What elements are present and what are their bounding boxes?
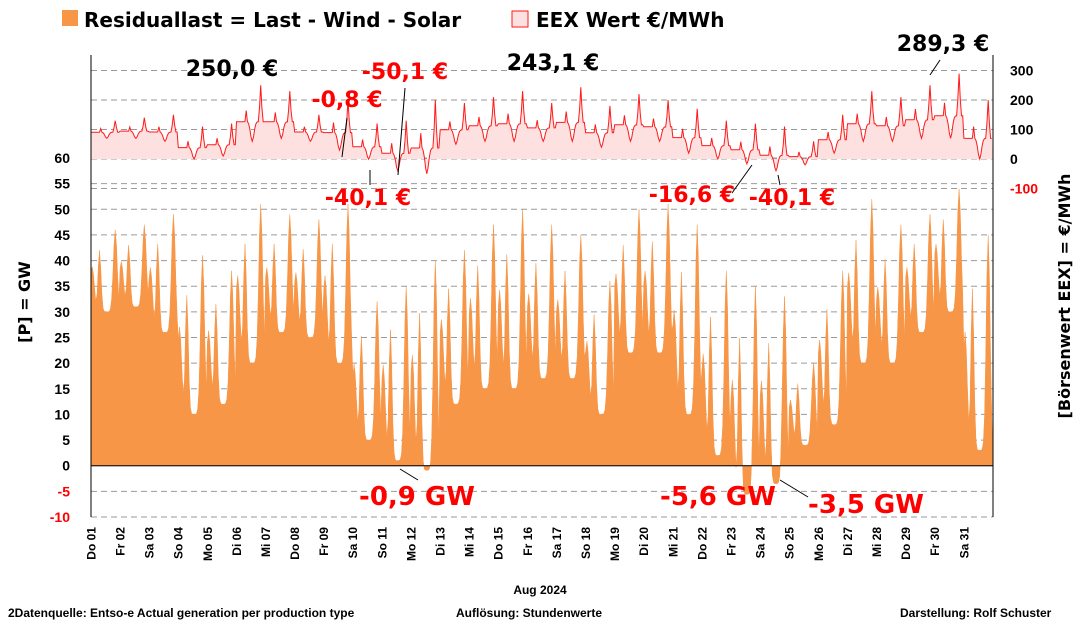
annotation-label: -0,8 € [311,88,382,113]
x-tick-label: Fr 23 [724,527,738,556]
left-axis-title: [P] = GW [15,261,34,343]
right-tick-label: -100 [1010,181,1038,197]
left-tick-label: -10 [50,509,70,525]
left-tick-label: 5 [62,432,70,448]
annotation-label: 243,1 € [507,51,600,76]
x-tick-label: Mo 12 [404,527,418,561]
left-tick-label: -5 [58,483,71,499]
x-tick-label: Fr 16 [521,527,535,556]
left-tick-label: 20 [54,355,70,371]
x-tick-label: Mo 19 [608,527,622,561]
x-tick-label: Do 01 [84,527,98,560]
annotation-leader [929,59,941,76]
footer-source: 2Datenquelle: Entso-e Actual generation … [8,606,355,620]
right-tick-label: 300 [1010,63,1034,79]
left-tick-label: 45 [54,227,70,243]
annotation-leader [397,87,406,176]
x-tick-label: Sa 10 [346,527,360,559]
annotation-label: -50,1 € [362,60,448,85]
x-tick-label: So 25 [783,527,797,559]
left-tick-label: 60 [54,150,70,166]
legend-load-label: Residuallast = Last - Wind - Solar [84,8,461,32]
x-tick-label: Sa 24 [754,527,768,559]
left-tick-label: 25 [54,330,70,346]
price-area-fill [91,73,993,174]
left-tick-label: 35 [54,278,70,294]
month-label: Aug 2024 [513,583,567,597]
x-axis-ticks: Do 01 Fr 02 Sa 03 So 04 Mo 05 Di 06 Mi 07 Do 08… [84,527,971,561]
x-tick-label: Mi 14 [463,527,477,557]
load-series [90,188,994,495]
footer-author: Darstellung: Rolf Schuster [900,606,1052,620]
legend-price-label: EEX Wert €/MWh [536,8,724,32]
footer-resolution: Auflösung: Stundenwerte [456,606,602,620]
x-tick-label: So 11 [375,527,389,559]
price-series [91,73,993,174]
annotation-leader [731,164,753,194]
x-tick-label: Mi 21 [666,527,680,557]
annotation-label: -40,1 € [325,186,411,211]
x-tick-label: Fr 09 [317,527,331,556]
annotation-leader [399,468,419,481]
annotation-label: 250,0 € [186,57,279,82]
left-tick-label: 40 [54,253,70,269]
x-tick-label: Sa 03 [143,527,157,559]
x-tick-label: Di 27 [841,527,855,556]
right-tick-label: 100 [1010,122,1034,138]
left-tick-label: 10 [54,406,70,422]
annotation-label: -16,6 € [649,183,735,208]
x-tick-label: Fr 30 [928,527,942,556]
x-tick-label: Fr 02 [113,527,127,556]
x-tick-label: Sa 17 [550,527,564,559]
annotations: 250,0 € -0,8 € -50,1 € -40,1 € 243,1 € 289,3 … [186,32,990,520]
legend-price-swatch [511,10,529,28]
right-tick-label: 0 [1010,151,1018,167]
annotation-label: -3,5 GW [808,490,924,520]
right-axis-title: [Börsenwert EEX] = €/MWh [1055,174,1074,419]
left-tick-label: 50 [54,201,70,217]
annotation-leader [777,174,781,186]
x-tick-label: Di 06 [230,527,244,556]
annotation-leader [779,479,809,498]
x-tick-label: Do 29 [899,527,913,560]
x-tick-label: Sa 31 [957,527,971,559]
x-tick-label: Di 13 [434,527,448,556]
x-tick-label: Mo 05 [201,527,215,561]
annotation-label: -0,9 GW [359,482,475,512]
x-tick-label: Do 15 [492,527,506,560]
x-tick-label: Do 22 [695,527,709,560]
annotation-leader [341,117,348,158]
left-tick-label: 15 [54,381,70,397]
left-tick-label: 30 [54,304,70,320]
annotation-label: 289,3 € [897,32,990,57]
legend: Residuallast = Last - Wind - Solar EEX W… [62,8,724,32]
x-tick-label: Mo 26 [812,527,826,561]
x-tick-label: Mi 28 [870,527,884,557]
x-tick-label: So 04 [172,527,186,559]
annotation-label: -40,1 € [749,186,835,211]
legend-load-swatch [62,10,78,26]
x-tick-label: Mi 07 [259,527,273,557]
load-area-fill [90,188,994,495]
right-tick-label: 200 [1010,92,1034,108]
annotation-label: -5,6 GW [660,482,776,512]
left-tick-label: 0 [62,458,70,474]
price-line [91,73,992,174]
right-axis-ticks: 300 200 100 0 -100 [1010,63,1038,197]
x-tick-label: So 18 [579,527,593,559]
axes [90,55,994,517]
x-tick-label: Do 08 [288,527,302,560]
left-tick-label: 55 [54,176,70,192]
x-tick-label: Di 20 [637,527,651,556]
